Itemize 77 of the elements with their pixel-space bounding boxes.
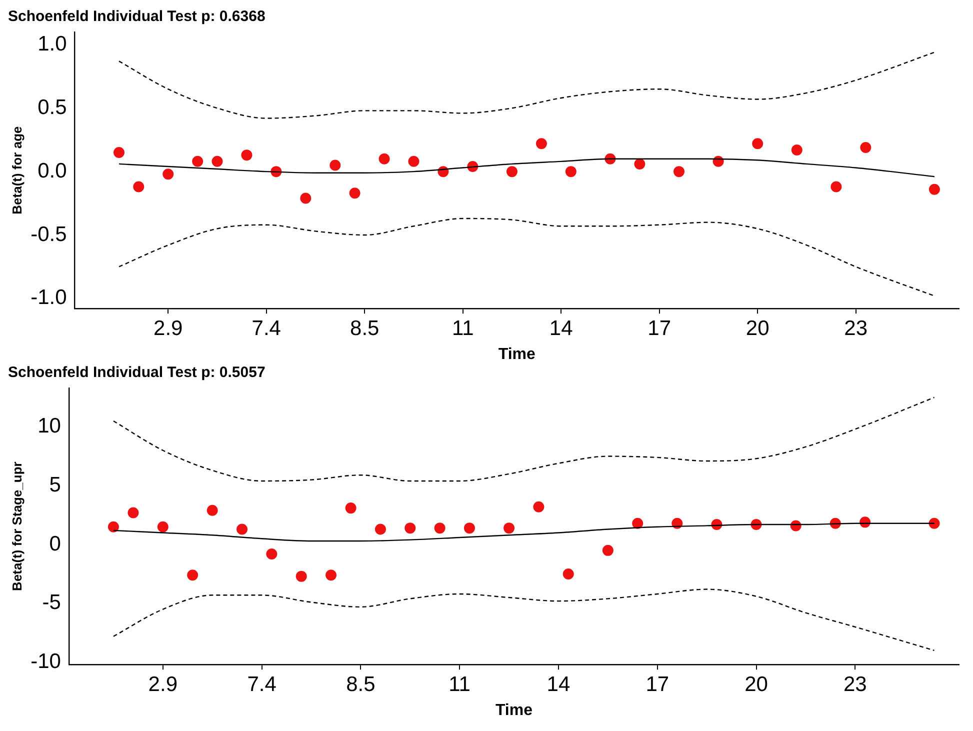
point (187, 570, 198, 581)
x-tick-label: 7.4 (252, 316, 282, 340)
x-tick-label: 20 (744, 672, 768, 696)
y-tick-label: 0.0 (38, 159, 67, 182)
point (464, 522, 475, 534)
point (632, 518, 644, 529)
x-axis-title: Time (498, 346, 536, 363)
point (266, 548, 278, 560)
x-tick-label: 23 (844, 316, 868, 340)
x-tick-label: 23 (843, 672, 867, 696)
point (241, 150, 252, 161)
line-series (112, 396, 935, 482)
point (565, 166, 576, 178)
y-tick-label: -10 (30, 650, 61, 674)
point (236, 524, 248, 535)
point (157, 521, 168, 532)
x-tick-label: 20 (746, 316, 770, 340)
point (300, 192, 312, 204)
point (408, 156, 420, 167)
point (206, 504, 218, 516)
point (330, 160, 341, 171)
point (349, 188, 360, 199)
point (345, 502, 356, 514)
y-tick-label: 1.0 (38, 32, 67, 56)
point (404, 522, 416, 534)
y-tick-label: 0 (49, 532, 61, 556)
y-tick-label: -0.5 (30, 222, 67, 246)
line-series (118, 218, 936, 297)
point (108, 521, 119, 532)
chart-title: Schoenfeld Individual Test p: 0.5057 (8, 364, 266, 382)
point (133, 181, 144, 192)
point (562, 568, 574, 580)
y-axis-title: Beta(t) for Stage_upr (9, 462, 24, 591)
point (830, 181, 842, 192)
line-series (112, 588, 935, 652)
y-tick-label: 0.5 (38, 96, 67, 119)
point (504, 522, 515, 534)
point (602, 544, 614, 556)
line-series (118, 52, 936, 119)
point (533, 501, 544, 512)
point (162, 168, 174, 180)
x-tick-label: 17 (648, 316, 672, 340)
point (634, 158, 646, 170)
y-tick-label: 10 (38, 414, 61, 438)
x-tick-label: 11 (452, 316, 474, 340)
x-tick-label: 8.5 (350, 316, 380, 340)
x-tick-label: 2.9 (154, 316, 183, 340)
point (536, 138, 547, 150)
x-tick-label: 7.4 (247, 672, 277, 696)
point (374, 524, 386, 535)
x-tick-label: 11 (448, 672, 470, 696)
x-tick-label: 2.9 (148, 672, 178, 696)
x-tick-label: 8.5 (346, 672, 376, 696)
point (928, 184, 940, 195)
point (378, 153, 390, 164)
y-tick-label: -1.0 (30, 286, 67, 310)
point (791, 144, 802, 156)
point (296, 570, 307, 582)
y-tick-label: -5 (42, 591, 61, 614)
point (192, 156, 204, 167)
point (434, 522, 446, 534)
chart-title: Schoenfeld Individual Test p: 0.6368 (8, 8, 266, 26)
point (128, 507, 139, 518)
x-axis-title: Time (495, 702, 533, 719)
y-tick-label: 5 (49, 473, 61, 496)
x-tick-label: 17 (646, 672, 670, 696)
x-tick-label: 14 (546, 672, 570, 696)
point (212, 156, 223, 167)
x-tick-label: 14 (549, 316, 574, 340)
point (113, 147, 124, 158)
point (326, 570, 337, 581)
point (674, 166, 684, 178)
point (928, 518, 940, 529)
point (860, 142, 872, 153)
y-axis-title: Beta(t) for age (9, 126, 24, 214)
point (752, 138, 764, 150)
point (506, 166, 518, 178)
